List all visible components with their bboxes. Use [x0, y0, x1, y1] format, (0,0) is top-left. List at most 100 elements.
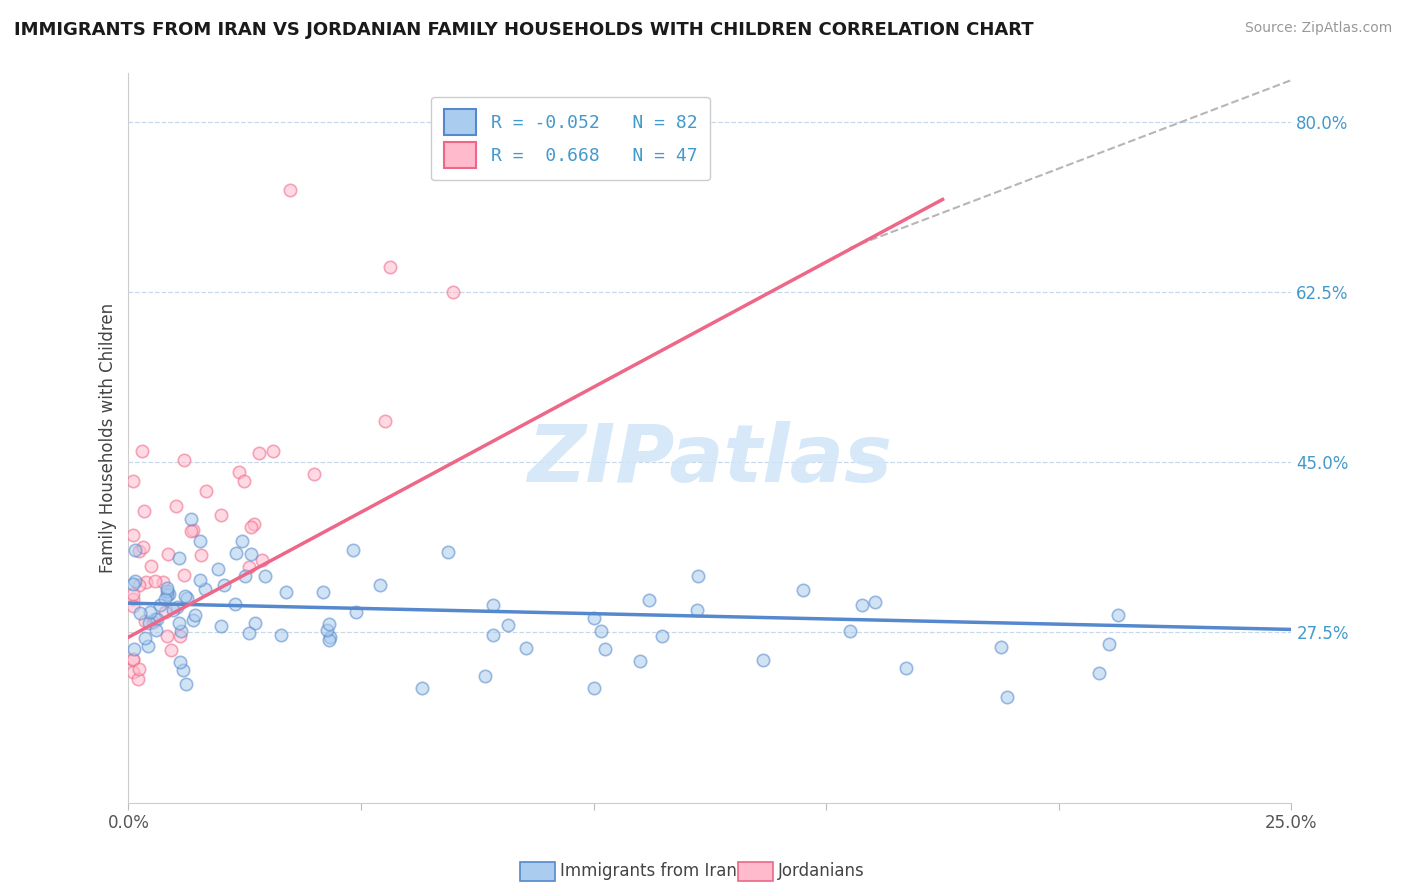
Point: [319, 630, 342, 644]
Point: [145, 623, 167, 637]
Point: [143, 574, 166, 588]
Point: [131, 443, 153, 458]
Point: [143, 612, 166, 626]
Point: [270, 628, 292, 642]
Point: [122, 665, 145, 679]
Point: [156, 581, 179, 595]
Point: [211, 508, 233, 523]
Point: [233, 569, 256, 583]
Point: [752, 653, 775, 667]
Point: [153, 592, 176, 607]
Point: [165, 500, 187, 514]
Point: [180, 512, 202, 526]
Point: [152, 574, 174, 589]
Point: [374, 414, 396, 428]
Point: [276, 585, 298, 599]
Point: [138, 616, 160, 631]
Point: [157, 587, 180, 601]
Point: [122, 591, 145, 606]
Point: [838, 624, 860, 639]
Legend: R = -0.052   N = 82, R =  0.668   N = 47: R = -0.052 N = 82, R = 0.668 N = 47: [432, 96, 710, 180]
Point: [995, 690, 1018, 705]
Point: [792, 583, 814, 598]
Point: [225, 546, 247, 560]
Point: [122, 576, 145, 591]
Text: Source: ZipAtlas.com: Source: ZipAtlas.com: [1244, 21, 1392, 35]
Point: [122, 587, 145, 601]
Point: [368, 578, 391, 592]
Point: [176, 677, 198, 691]
Point: [481, 628, 503, 642]
Point: [252, 553, 274, 567]
Point: [172, 663, 194, 677]
Point: [157, 547, 180, 561]
Point: [582, 610, 605, 624]
Point: [128, 544, 150, 558]
Point: [302, 467, 325, 481]
Point: [593, 642, 616, 657]
Point: [238, 559, 260, 574]
Point: [169, 629, 191, 643]
Point: [1108, 607, 1130, 622]
Point: [135, 575, 157, 590]
Point: [344, 605, 367, 619]
Point: [688, 569, 710, 583]
Point: [122, 641, 145, 656]
Point: [149, 598, 172, 612]
Point: [194, 582, 217, 596]
Point: [515, 640, 537, 655]
Point: [188, 534, 211, 549]
Point: [231, 533, 253, 548]
Text: Immigrants from Iran: Immigrants from Iran: [560, 863, 737, 880]
Point: [139, 605, 162, 619]
Point: [253, 568, 276, 582]
Point: [128, 663, 150, 677]
Point: [156, 588, 179, 602]
Point: [128, 578, 150, 592]
Point: [240, 547, 263, 561]
Point: [651, 629, 673, 643]
Point: [155, 605, 177, 619]
Point: [247, 446, 270, 460]
Point: [228, 466, 250, 480]
Point: [122, 652, 145, 666]
Point: [173, 453, 195, 467]
Point: [176, 591, 198, 605]
Point: [437, 545, 460, 559]
Point: [188, 573, 211, 587]
Point: [262, 444, 284, 458]
Point: [156, 629, 179, 643]
Point: [142, 615, 165, 629]
Point: [240, 519, 263, 533]
Point: [342, 543, 364, 558]
Point: [180, 524, 202, 538]
Point: [318, 632, 340, 647]
Point: [134, 631, 156, 645]
Point: [146, 612, 169, 626]
Point: [474, 669, 496, 683]
Point: [245, 616, 267, 631]
Point: [851, 598, 873, 612]
Point: [136, 640, 159, 654]
Point: [863, 595, 886, 609]
Text: ZIPatlas: ZIPatlas: [527, 421, 893, 499]
Point: [212, 578, 235, 592]
Point: [167, 616, 190, 631]
Point: [318, 616, 340, 631]
Point: [1088, 665, 1111, 680]
Point: [181, 613, 204, 627]
Point: [990, 640, 1012, 654]
Point: [139, 559, 162, 574]
Point: [124, 574, 146, 588]
Point: [127, 673, 149, 687]
Point: [184, 607, 207, 622]
Point: [233, 475, 256, 489]
Point: [166, 599, 188, 614]
Point: [134, 614, 156, 628]
Point: [173, 567, 195, 582]
Point: [129, 607, 152, 621]
Point: [243, 517, 266, 532]
Point: [122, 528, 145, 542]
Text: IMMIGRANTS FROM IRAN VS JORDANIAN FAMILY HOUSEHOLDS WITH CHILDREN CORRELATION CH: IMMIGRANTS FROM IRAN VS JORDANIAN FAMILY…: [14, 21, 1033, 38]
Point: [411, 681, 433, 695]
